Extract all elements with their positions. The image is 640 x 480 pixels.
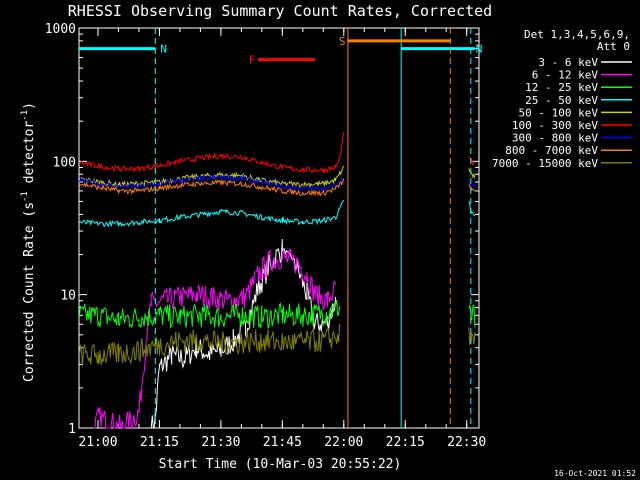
legend-label-7: 800 - 7000 keV [505,144,598,157]
x-tick-label: 22:00 [324,435,363,450]
tail-series-line-2 [468,180,476,188]
legend-label-6: 300 - 800 keV [512,132,598,145]
legend-header-2: Att 0 [597,40,630,53]
y-axis-label-part-3: ) [22,102,37,110]
x-tick-label: 21:30 [201,435,240,450]
legend-label-0: 3 - 6 keV [538,56,598,69]
series-line-1 [93,248,337,430]
x-tick-label: 21:00 [78,435,117,450]
marker-label-3: S [339,35,346,48]
x-tick-label: 22:30 [447,435,486,450]
marker-label-2: F [249,54,256,67]
legend-label-2: 12 - 25 keV [525,81,598,94]
legend-label-5: 100 - 300 keV [512,119,598,132]
date-stamp: 16-Oct-2021 01:52 [554,469,636,478]
marker-label-1: N [476,43,483,56]
legend-label-3: 25 - 50 keV [525,94,598,107]
series-line-7 [79,178,345,197]
x-tick-label: 21:15 [140,435,179,450]
x-tick-label: 22:15 [386,435,425,450]
x-tick-label: 21:45 [263,435,302,450]
y-tick-label: 1 [68,422,76,437]
legend-header-1: Det 1,3,4,5,6,9, [524,28,630,41]
y-axis-label-superscript-2: -1 [20,110,30,121]
series-line-2 [79,299,341,329]
y-tick-label: 1000 [45,22,76,37]
plot-frame [78,27,480,429]
marker-label-0: N [160,43,167,56]
y-axis-label-part-1: Corrected Count Rate (s [22,202,37,382]
legend-label-1: 6 - 12 keV [532,69,599,82]
y-axis-label: Corrected Count Rate (s-1 detector-1) [20,102,37,382]
y-tick-label: 100 [53,155,76,170]
legend-label-8: 7000 - 15000 keV [492,157,598,170]
series-line-5 [79,132,345,174]
series-line-6 [79,173,345,193]
legend-label-4: 50 - 100 keV [519,106,599,119]
plot-area: 1 10 100 1000 21:00 21:15 21:30 21:45 22:00 22:15… [45,22,487,450]
y-axis-label-superscript-1: -1 [20,191,30,202]
series-line-3 [79,199,345,228]
chart-title: RHESSI Observing Summary Count Rates, Co… [68,2,492,20]
series-line-8 [79,323,341,367]
x-axis-label: Start Time (10-Mar-03 20:55:22) [159,457,402,472]
y-axis-label-part-2: detector [22,121,37,192]
y-tick-label: 10 [60,289,76,304]
